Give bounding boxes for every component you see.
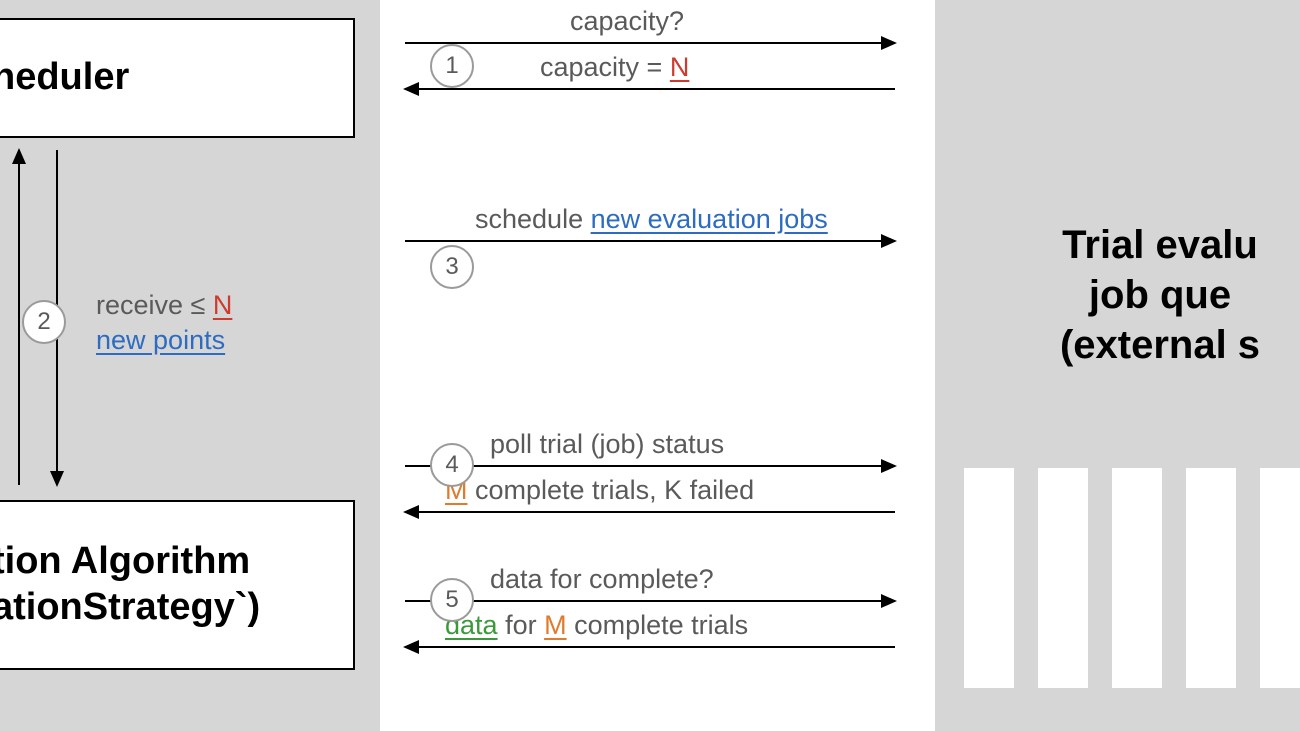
queue-bar: [1038, 468, 1088, 688]
step-2-number: 2: [37, 308, 50, 336]
step-4-bot-label: M complete trials, K failed: [445, 475, 754, 506]
scheduler-box-label: heduler: [0, 55, 129, 101]
queue-bar: [964, 468, 1014, 688]
arrow-1-bot: [405, 88, 895, 90]
step-5-circle: 5: [430, 578, 474, 622]
arrow-5-bot: [405, 646, 895, 648]
step-1-bot-label: capacity = N: [540, 52, 689, 83]
step-5-top-label: data for complete?: [490, 564, 714, 595]
arrow-5-top: [405, 600, 895, 602]
arrow-3-top: [405, 240, 895, 242]
step-4-top-label: poll trial (job) status: [490, 429, 724, 460]
right-title-l2: job que: [1000, 270, 1300, 320]
arrow-4-bot: [405, 511, 895, 513]
step-1-circle: 1: [430, 44, 474, 88]
step-3-circle: 3: [430, 245, 474, 289]
arrow-1-top: [405, 42, 895, 44]
step-2-label-a: receive ≤ N: [96, 290, 232, 321]
arrow-up-left: [18, 150, 20, 485]
algorithm-box-line1: tion Algorithm: [0, 539, 250, 585]
step-1-top-label: capacity?: [570, 6, 684, 37]
right-title-l3: (external s: [1000, 320, 1300, 370]
step-4-circle: 4: [430, 443, 474, 487]
algorithm-box: tion Algorithm ationStrategy`): [0, 500, 355, 670]
step-2-circle: 2: [22, 300, 66, 344]
right-title-l1: Trial evalu: [1000, 220, 1300, 270]
queue-bar: [1260, 468, 1300, 688]
step-2-N: N: [213, 290, 233, 320]
step-2-new-points: new points: [96, 325, 225, 355]
algorithm-box-line2: ationStrategy`): [0, 585, 260, 631]
queue-bar: [1186, 468, 1236, 688]
step-5-bot-label: data for M complete trials: [445, 610, 748, 641]
queue-bar: [1112, 468, 1162, 688]
scheduler-box: heduler: [0, 18, 355, 138]
step-2-label-b: new points: [96, 325, 225, 356]
right-panel-title: Trial evalu job que (external s: [1000, 220, 1300, 370]
arrow-4-top: [405, 465, 895, 467]
step-3-top-label: schedule new evaluation jobs: [475, 204, 828, 235]
